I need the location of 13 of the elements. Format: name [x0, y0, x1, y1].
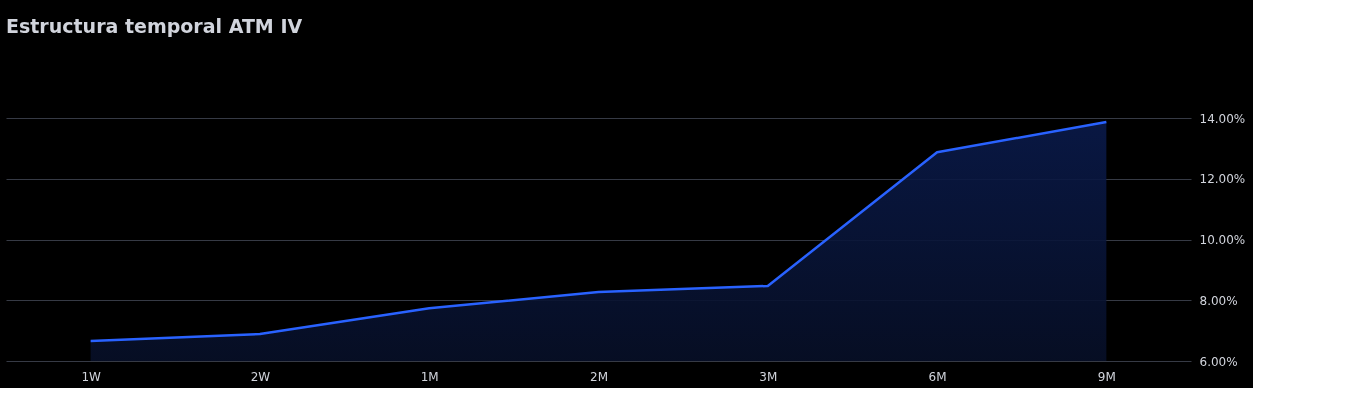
x-tick-label: 2W: [250, 369, 271, 384]
x-tick-label: 3M: [759, 369, 778, 384]
x-tick-label: 9M: [1097, 369, 1116, 384]
y-tick-label: 14.00%: [1199, 111, 1246, 126]
y-tick-label: 8.00%: [1199, 293, 1238, 308]
x-tick-label: 2M: [590, 369, 608, 384]
x-tick-label: 1M: [420, 369, 439, 384]
y-tick-label: 6.00%: [1199, 354, 1238, 369]
y-tick-label: 10.00%: [1199, 233, 1246, 247]
x-tick-label: 6M: [928, 369, 947, 384]
chart-title: Estructura temporal ATM IV: [6, 15, 303, 37]
x-tick-label: 1W: [81, 369, 102, 384]
y-tick-label: 12.00%: [1199, 172, 1246, 187]
